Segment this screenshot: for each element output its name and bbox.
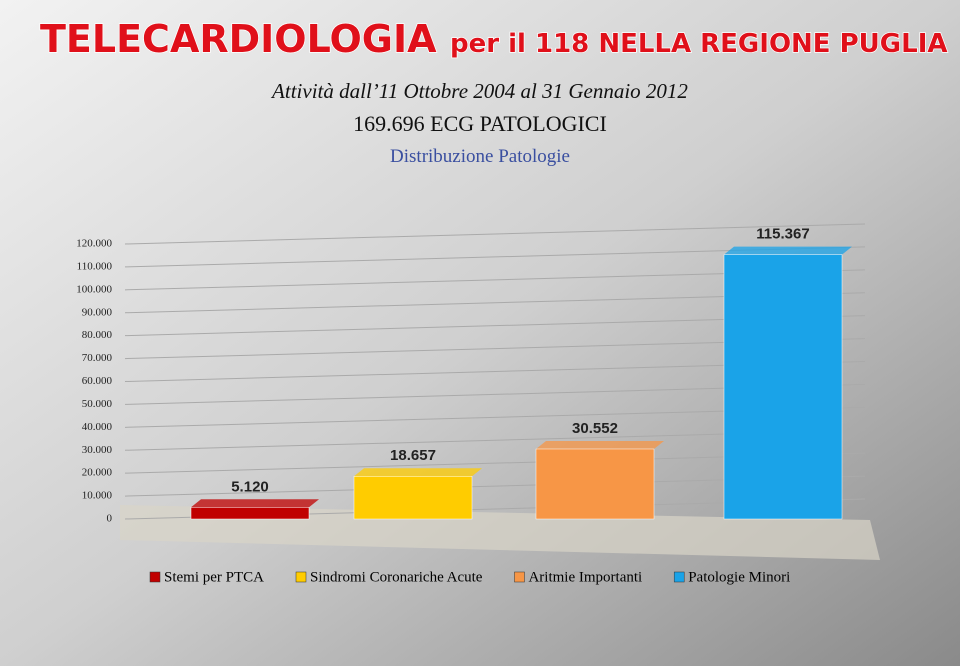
y-tick-label: 70.000 xyxy=(82,352,113,364)
bar-top xyxy=(724,246,852,255)
grid-line xyxy=(124,223,866,245)
bar-top xyxy=(354,468,482,477)
y-tick-label: 50.000 xyxy=(82,398,113,410)
legend-swatch xyxy=(149,571,161,583)
y-tick-label: 120.000 xyxy=(76,238,112,250)
bar xyxy=(190,507,310,520)
bar xyxy=(723,254,843,520)
value-label: 115.367 xyxy=(756,226,809,243)
legend-label: Sindromi Coronariche Acute xyxy=(310,569,483,585)
page-title-suffix: per il 118 NELLA REGIONE PUGLIA xyxy=(450,29,948,59)
y-tick-label: 110.000 xyxy=(77,260,113,272)
y-tick-label: 30.000 xyxy=(82,444,113,456)
bar-top xyxy=(191,499,319,508)
y-tick-label: 100.000 xyxy=(76,283,112,295)
floor xyxy=(120,505,880,560)
bar-top xyxy=(536,440,664,449)
legend-label: Patologie Minori xyxy=(688,569,790,585)
y-tick-label: 0 xyxy=(107,513,113,525)
legend-swatch xyxy=(514,571,525,583)
bar xyxy=(535,448,655,520)
bar xyxy=(353,475,473,520)
chart-subtitle: Attività dall’11 Ottobre 2004 al 31 Genn… xyxy=(270,79,688,103)
value-label: 18.657 xyxy=(390,447,436,464)
value-label: 5.120 xyxy=(231,478,269,495)
chart-title: 169.696 ECG PATOLOGICI xyxy=(353,111,607,136)
page-title: TELECARDIOLOGIA xyxy=(40,17,437,61)
value-label: 30.552 xyxy=(572,420,618,437)
legend-swatch xyxy=(295,571,307,583)
y-tick-label: 10.000 xyxy=(82,490,113,502)
chart-caption: Distribuzione Patologie xyxy=(390,146,570,167)
y-tick-label: 60.000 xyxy=(82,375,113,387)
y-tick-label: 80.000 xyxy=(82,329,113,341)
y-tick-label: 40.000 xyxy=(82,421,113,433)
legend-swatch xyxy=(673,571,685,583)
legend-label: Stemi per PTCA xyxy=(164,569,264,585)
y-tick-label: 90.000 xyxy=(82,306,113,318)
legend-label: Aritmie Importanti xyxy=(528,569,642,585)
y-tick-label: 20.000 xyxy=(82,467,113,479)
